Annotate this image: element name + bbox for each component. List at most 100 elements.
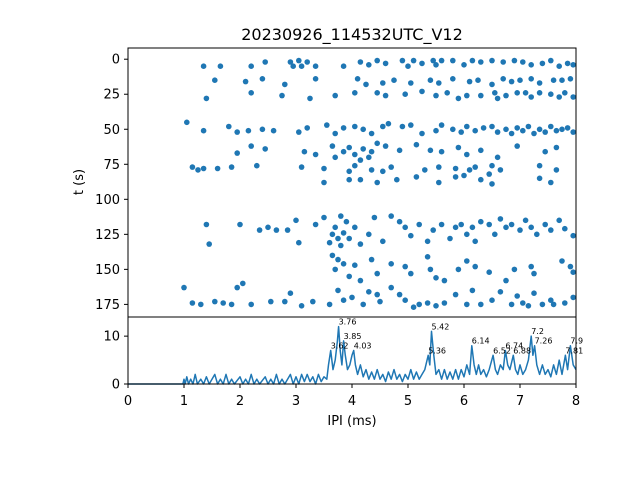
scatter-point bbox=[503, 277, 509, 284]
scatter-point bbox=[388, 164, 395, 170]
scatter-point bbox=[450, 126, 456, 133]
scatter-point bbox=[287, 59, 294, 65]
x-axis-label: IPI (ms) bbox=[327, 414, 376, 429]
scatter-point bbox=[340, 148, 347, 155]
scatter-point bbox=[200, 63, 207, 69]
scatter-point bbox=[181, 284, 187, 291]
scatter-point bbox=[189, 300, 196, 306]
scatter-point bbox=[528, 62, 534, 68]
scatter-point bbox=[335, 235, 341, 242]
scatter-point bbox=[332, 130, 339, 137]
scatter-point bbox=[374, 140, 381, 147]
scatter-point bbox=[352, 224, 358, 231]
scatter-point bbox=[475, 77, 481, 83]
scatter-point bbox=[253, 162, 260, 169]
scatter-point bbox=[430, 57, 437, 64]
scatter-point bbox=[374, 90, 381, 96]
scatter-point bbox=[427, 77, 434, 83]
scatter-point bbox=[508, 221, 515, 228]
scatter-point bbox=[366, 154, 372, 161]
scatter-point bbox=[228, 164, 235, 170]
scatter-point bbox=[310, 298, 316, 305]
scatter-point bbox=[452, 174, 459, 180]
scatter-point bbox=[520, 300, 526, 306]
scatter-point bbox=[382, 60, 389, 67]
scatter-point bbox=[464, 258, 470, 264]
scatter-point bbox=[399, 57, 406, 64]
x-tick-label: 8 bbox=[572, 394, 580, 409]
scatter-point bbox=[220, 300, 226, 306]
scatter-point bbox=[503, 126, 509, 133]
scatter-point bbox=[324, 122, 330, 128]
scatter-point bbox=[312, 63, 319, 69]
scatter-point bbox=[458, 221, 465, 228]
scatter-point bbox=[335, 256, 341, 263]
scatter-y-tick-label: 150 bbox=[95, 263, 120, 278]
scatter-point bbox=[489, 181, 495, 187]
scatter-point bbox=[424, 300, 431, 306]
scatter-point bbox=[536, 162, 543, 169]
scatter-point bbox=[189, 164, 196, 170]
scatter-point bbox=[500, 59, 507, 65]
scatter-point bbox=[461, 62, 467, 68]
scatter-point bbox=[321, 165, 327, 172]
scatter-point bbox=[408, 270, 414, 277]
scatter-point bbox=[248, 63, 254, 69]
scatter-point bbox=[380, 123, 386, 130]
scatter-point bbox=[340, 230, 347, 236]
scatter-point bbox=[340, 63, 347, 69]
scatter-point bbox=[396, 291, 403, 298]
y-axis-label: t (s) bbox=[72, 169, 87, 195]
scatter-point bbox=[374, 291, 381, 298]
scatter-point bbox=[298, 63, 305, 69]
scatter-point bbox=[489, 57, 495, 64]
scatter-point bbox=[329, 252, 336, 259]
scatter-point bbox=[548, 227, 554, 233]
scatter-point bbox=[408, 232, 414, 239]
scatter-point bbox=[564, 60, 571, 67]
x-tick-label: 5 bbox=[404, 394, 412, 409]
histogram-panel: 3.76 3.853.62 4.03 5.42 5.36 6.14 6.746.52 6.88… bbox=[103, 316, 583, 393]
scatter-point bbox=[478, 176, 484, 183]
scatter-point bbox=[405, 63, 411, 69]
scatter-point bbox=[508, 301, 515, 308]
scatter-point bbox=[203, 221, 210, 228]
scatter-point bbox=[539, 301, 546, 308]
scatter-point bbox=[410, 304, 417, 311]
scatter-point bbox=[298, 164, 305, 170]
scatter-point bbox=[402, 263, 409, 270]
scatter-point bbox=[382, 143, 389, 149]
scatter-point bbox=[413, 141, 420, 148]
scatter-point bbox=[377, 298, 383, 305]
scatter-point bbox=[385, 120, 392, 127]
scatter-point bbox=[478, 92, 484, 99]
scatter-point bbox=[433, 303, 439, 309]
scatter-point bbox=[564, 125, 571, 131]
scatter-point bbox=[410, 57, 417, 64]
scatter-point bbox=[206, 241, 212, 247]
scatter-point bbox=[380, 80, 386, 86]
scatter-point bbox=[349, 294, 355, 301]
scatter-panel: 0 25 50 75 100 125 150 175 t (s) bbox=[72, 47, 577, 318]
scatter-point bbox=[466, 167, 473, 173]
scatter-point bbox=[402, 224, 409, 231]
scatter-points bbox=[181, 57, 576, 311]
scatter-point bbox=[394, 176, 400, 183]
scatter-point bbox=[436, 164, 442, 170]
scatter-point bbox=[312, 151, 319, 158]
scatter-point bbox=[550, 301, 557, 308]
peak-label: 3.85 bbox=[344, 332, 362, 341]
scatter-point bbox=[214, 165, 221, 172]
scatter-point bbox=[550, 77, 557, 83]
scatter-point bbox=[497, 216, 504, 222]
scatter-point bbox=[293, 217, 299, 224]
scatter-point bbox=[357, 157, 364, 163]
scatter-point bbox=[248, 143, 254, 149]
scatter-point bbox=[366, 231, 372, 238]
scatter-point bbox=[492, 90, 498, 96]
scatter-point bbox=[441, 277, 448, 284]
scatter-point bbox=[352, 151, 358, 158]
scatter-point bbox=[514, 90, 520, 96]
scatter-point bbox=[368, 256, 375, 263]
scatter-point bbox=[511, 266, 518, 273]
